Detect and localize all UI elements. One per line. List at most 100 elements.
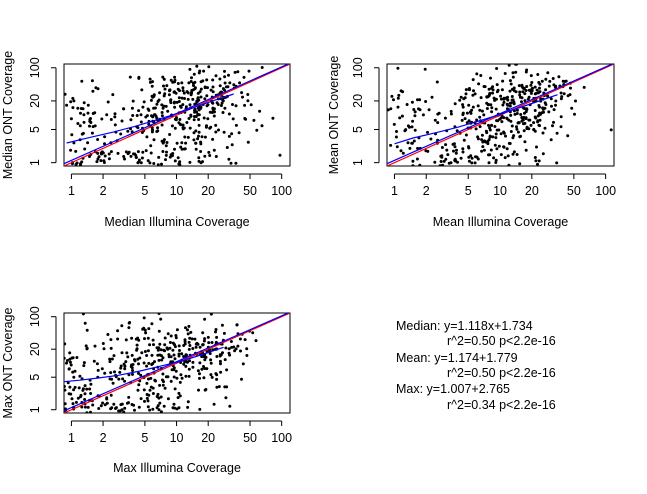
mean-data-point xyxy=(507,141,511,145)
mean-data-point xyxy=(548,79,552,83)
mean-data-point xyxy=(518,135,522,139)
median-data-point xyxy=(167,93,171,97)
max-data-point xyxy=(93,344,97,348)
median-data-point xyxy=(198,69,202,73)
max-x-tick-label: 50 xyxy=(243,431,257,445)
mean-data-point xyxy=(508,101,512,105)
median-data-point xyxy=(111,93,115,97)
mean-data-point xyxy=(474,127,478,131)
median-data-point xyxy=(139,161,143,165)
median-data-point xyxy=(165,141,169,144)
mean-y-tick-label: 100 xyxy=(351,57,365,78)
mean-data-point xyxy=(417,107,420,111)
median-data-point xyxy=(181,103,185,107)
median-data-point xyxy=(94,86,98,90)
max-data-point xyxy=(176,396,180,400)
median-data-point xyxy=(213,110,216,114)
mean-data-point xyxy=(440,146,444,149)
max-data-point xyxy=(178,380,182,384)
max-data-point xyxy=(215,355,219,358)
median-data-point xyxy=(152,162,156,165)
mean-data-point xyxy=(398,116,402,120)
mean-data-point xyxy=(493,143,497,147)
max-data-point xyxy=(208,352,212,355)
mean-data-point xyxy=(485,107,489,110)
max-data-point xyxy=(191,365,195,369)
max-data-point xyxy=(163,343,167,347)
max-data-point xyxy=(182,362,186,366)
mean-data-point xyxy=(475,118,479,122)
max-data-point xyxy=(202,376,206,380)
mean-data-point xyxy=(423,67,427,71)
mean-data-point xyxy=(524,116,528,120)
median-data-point xyxy=(164,153,168,157)
median-data-point xyxy=(140,88,144,92)
max-data-point xyxy=(127,326,131,330)
median-data-point xyxy=(165,150,168,154)
max-data-point xyxy=(67,367,71,371)
mean-data-point xyxy=(499,132,503,136)
median-data-point xyxy=(237,131,241,135)
mean-data-point xyxy=(552,108,556,112)
max-data-point xyxy=(239,349,242,353)
max-data-point xyxy=(83,384,87,388)
median-data-point xyxy=(199,87,203,91)
max-data-point xyxy=(254,339,258,343)
median-data-point xyxy=(113,123,117,127)
max-data-point xyxy=(85,411,89,413)
mean-data-point xyxy=(396,66,400,70)
max-data-point xyxy=(163,349,167,353)
median-data-point xyxy=(238,81,242,85)
median-data-point xyxy=(71,106,75,110)
mean-data-point xyxy=(467,119,471,123)
median-data-point xyxy=(214,130,218,134)
max-data-point xyxy=(84,344,88,348)
max-data-point xyxy=(150,322,154,326)
median-data-point xyxy=(162,77,166,81)
max-data-point xyxy=(210,375,214,379)
median-data-point xyxy=(212,114,216,118)
mean-stats-line2: r^2=0.50 p<2.2e-16 xyxy=(447,366,556,380)
mean-data-point xyxy=(574,99,577,103)
max-stats-line2: r^2=0.34 p<2.2e-16 xyxy=(447,398,556,412)
median-data-point xyxy=(206,117,210,121)
mean-data-point xyxy=(475,155,479,159)
max-data-point xyxy=(173,406,177,410)
median-data-point xyxy=(231,103,234,106)
median-data-point xyxy=(227,112,231,116)
median-data-point xyxy=(70,133,74,137)
mean-data-point xyxy=(553,85,557,89)
max-regression-line xyxy=(64,313,290,412)
max-data-point xyxy=(177,344,181,348)
mean-data-point xyxy=(520,96,524,100)
median-data-point xyxy=(120,119,124,123)
mean-data-point xyxy=(529,83,533,87)
mean-data-point xyxy=(529,123,533,127)
mean-data-point xyxy=(582,85,586,89)
median-data-point xyxy=(164,158,167,162)
median-data-point xyxy=(180,81,184,85)
median-y-tick-label: 1 xyxy=(28,159,42,166)
max-data-point xyxy=(153,378,157,382)
mean-data-point xyxy=(461,111,465,115)
max-panel: 1 2 5 10 20 50 100 1 5 20 100 Max Illumina Coverage… xyxy=(1,306,292,475)
mean-data-point xyxy=(550,104,553,108)
median-x-tick-label: 20 xyxy=(201,184,215,198)
mean-data-point xyxy=(407,125,411,129)
max-data-point xyxy=(73,369,77,373)
mean-data-point xyxy=(523,121,527,125)
mean-data-point xyxy=(504,134,507,138)
mean-data-point xyxy=(534,92,538,95)
median-data-point xyxy=(69,100,73,104)
max-data-point xyxy=(159,317,163,321)
median-data-point xyxy=(100,150,104,154)
max-data-point xyxy=(83,392,87,396)
max-stats-line1: Max: y=1.007+2.765 xyxy=(396,382,510,396)
max-data-point xyxy=(137,371,140,375)
median-x-tick-label: 50 xyxy=(243,184,257,198)
mean-data-point xyxy=(524,89,528,92)
max-data-point xyxy=(215,377,219,381)
mean-data-point xyxy=(482,113,486,117)
mean-data-point xyxy=(443,116,447,120)
max-data-point xyxy=(89,410,92,413)
